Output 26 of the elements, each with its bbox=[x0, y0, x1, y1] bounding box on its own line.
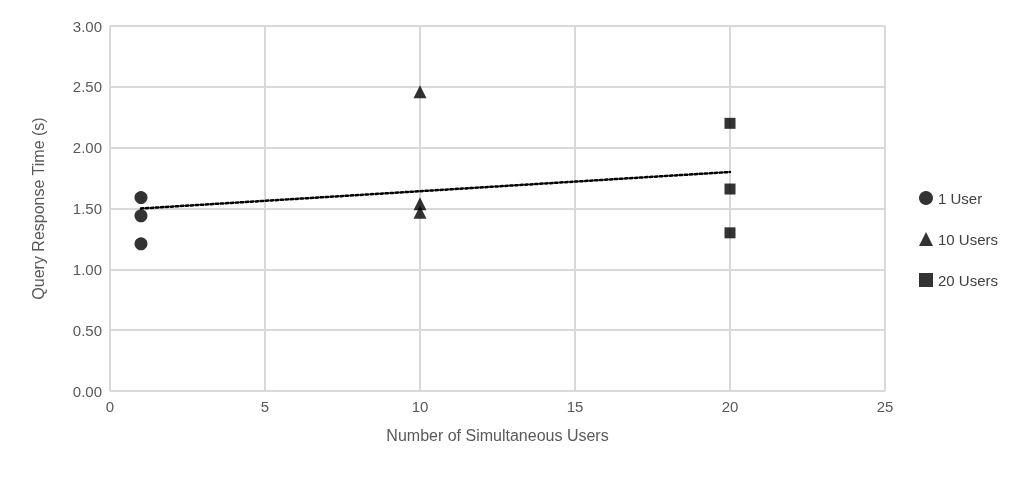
legend-label: 10 Users bbox=[937, 230, 999, 248]
y-tick-label: 1.50 bbox=[72, 200, 102, 217]
x-tick-label: 0 bbox=[105, 398, 115, 415]
x-tick-label: 5 bbox=[260, 398, 270, 415]
x-tick-label: 20 bbox=[721, 398, 739, 415]
y-tick-label: 0.00 bbox=[72, 382, 102, 400]
x-tick-label: 25 bbox=[876, 398, 894, 415]
y-axis-title: Query Response Time (s) bbox=[29, 117, 47, 300]
legend-label: 1 User bbox=[937, 189, 983, 207]
x-tick-label: 10 bbox=[411, 398, 429, 415]
y-tick-label: 0.50 bbox=[72, 321, 102, 339]
point bbox=[413, 85, 427, 99]
y-tick-label: 3.00 bbox=[72, 17, 102, 35]
point bbox=[413, 205, 427, 219]
point bbox=[724, 183, 736, 195]
point bbox=[724, 117, 736, 129]
y-tick-label: 2.50 bbox=[72, 78, 102, 96]
y-tick-label: 1.00 bbox=[72, 260, 102, 278]
point bbox=[134, 237, 148, 251]
point bbox=[134, 191, 148, 205]
point bbox=[724, 227, 736, 239]
point bbox=[134, 209, 148, 223]
x-axis-title: Number of Simultaneous Users bbox=[386, 426, 609, 444]
y-tick-label: 2.00 bbox=[72, 139, 102, 157]
legend-label: 20 Users bbox=[937, 271, 999, 289]
x-tick-label: 15 bbox=[566, 398, 584, 415]
